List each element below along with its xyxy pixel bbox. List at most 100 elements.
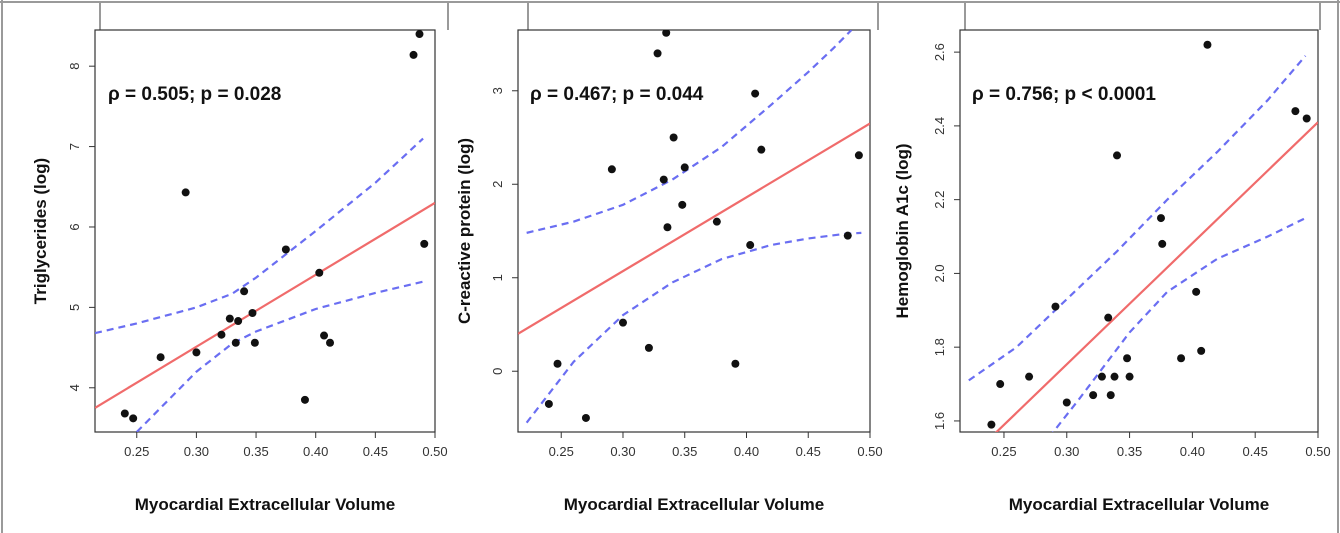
x-tick-label: 0.30 [1054,444,1079,459]
data-point [746,241,755,250]
plot-area [95,30,435,432]
y-tick-label: 1 [490,274,505,281]
x-tick-label: 0.50 [1305,444,1330,459]
data-point [1203,40,1212,49]
x-tick-label: 0.25 [991,444,1016,459]
chart-panel-1: 0.25 0.30 0.35 0.40 0.45 0.50 4 5 6 7 8 Myocardial … [31,29,448,514]
y-axis-title: Triglycerides (log) [31,158,50,304]
confidence-band-lower [135,280,424,432]
x-tick-label: 0.35 [243,444,268,459]
correlation-annotation: ρ = 0.505; p = 0.028 [108,84,281,105]
x-tick-label: 0.50 [857,444,882,459]
plot-frame [94,29,436,433]
y-axis-title: C-reactive protein (log) [455,138,474,324]
data-point [1291,107,1300,116]
data-point [1197,346,1206,355]
data-point [1051,302,1060,311]
chart-panel-2: 0.25 0.30 0.35 0.40 0.45 0.50 0 1 2 3 Myocardial E… [455,29,883,514]
data-point [181,188,190,197]
data-point [1156,214,1165,223]
data-point [996,380,1005,389]
x-tick-label: 0.25 [549,444,574,459]
data-point [1089,391,1098,400]
data-point [659,175,668,184]
confidence-band-upper [526,30,853,234]
data-point [663,223,672,232]
y-tick-label: 5 [67,304,82,311]
y-tick-label: 6 [67,223,82,230]
y-tick-label: 2.2 [932,191,947,209]
data-point [129,414,138,423]
data-point [581,413,590,422]
data-point [854,151,863,160]
data-point [120,409,129,418]
y-tick-label: 7 [67,143,82,150]
data-point [326,338,335,347]
confidence-band-lower [525,231,862,424]
data-point [234,317,243,326]
regression-line [95,201,435,409]
data-point [662,30,671,37]
data-point [231,338,240,347]
data-point [281,245,290,254]
data-point [1106,391,1115,400]
data-point [757,145,766,154]
data-point [409,50,418,59]
data-point [553,359,562,368]
data-point [1192,287,1201,296]
y-tick-label: 2.0 [932,264,947,282]
y-tick-label: 0 [490,368,505,375]
y-tick-label: 2 [490,181,505,188]
y-tick-label: 1.6 [932,412,947,430]
data-point [1062,398,1071,407]
x-tick-label: 0.35 [672,444,697,459]
x-tick-label: 0.45 [796,444,821,459]
data-point [420,239,429,248]
x-tick-label: 0.40 [1180,444,1205,459]
data-point [415,30,424,39]
plot-frame [517,29,871,433]
x-axis-title: Myocardial Extracellular Volume [564,495,824,514]
x-axis-title: Myocardial Extracellular Volume [1009,495,1269,514]
x-tick-label: 0.35 [1117,444,1142,459]
scatter-panels: 0.25 0.30 0.35 0.40 0.45 0.50 4 5 6 7 8 Myocardial … [31,29,1331,514]
y-tick-label: 4 [67,384,82,391]
x-tick-label: 0.25 [124,444,149,459]
regression-line [518,122,870,335]
data-point [217,330,226,339]
data-point [1104,313,1113,322]
x-axis-title: Myocardial Extracellular Volume [135,495,395,514]
data-point [320,331,329,340]
data-point [1113,151,1122,160]
correlation-annotation: ρ = 0.756; p < 0.0001 [972,84,1156,105]
data-point [644,343,653,352]
plot-area [518,30,870,424]
data-point [712,217,721,226]
x-tick-label: 0.45 [1243,444,1268,459]
x-tick-label: 0.40 [303,444,328,459]
data-point [315,268,324,277]
confidence-band-upper [968,55,1307,382]
x-tick-label: 0.30 [610,444,635,459]
data-point [1177,354,1186,363]
data-point [192,348,201,357]
data-point [987,420,996,429]
chart-panel-3: 0.25 0.30 0.35 0.40 0.45 0.50 1.6 1.8 2.0 2.2 2.4 2… [893,29,1331,514]
confidence-band-upper [95,137,424,335]
data-point [225,314,234,323]
data-point [156,353,165,362]
plot-area [968,40,1318,432]
regression-line [994,121,1318,432]
data-point [653,49,662,58]
data-point [731,359,740,368]
x-tick-label: 0.30 [184,444,209,459]
data-point [250,338,259,347]
y-tick-label: 2.6 [932,43,947,61]
x-tick-label: 0.45 [363,444,388,459]
data-point [240,287,249,296]
plot-frame [959,29,1319,433]
y-tick-label: 2.4 [932,117,947,135]
